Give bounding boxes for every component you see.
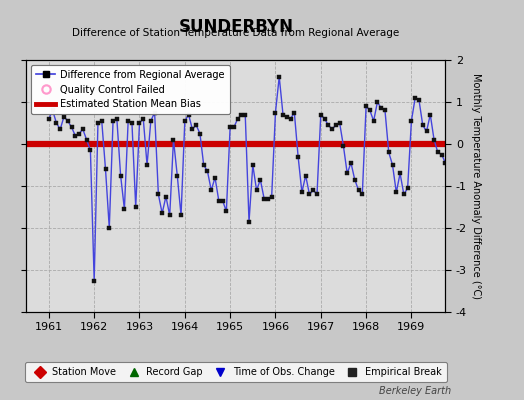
Y-axis label: Monthly Temperature Anomaly Difference (°C): Monthly Temperature Anomaly Difference (… [471,73,481,299]
Legend: Difference from Regional Average, Quality Control Failed, Estimated Station Mean: Difference from Regional Average, Qualit… [31,65,230,114]
Text: Berkeley Earth: Berkeley Earth [378,386,451,396]
Legend: Station Move, Record Gap, Time of Obs. Change, Empirical Break: Station Move, Record Gap, Time of Obs. C… [25,362,446,382]
Text: Difference of Station Temperature Data from Regional Average: Difference of Station Temperature Data f… [72,28,399,38]
Text: SUNDERBYN: SUNDERBYN [178,18,293,36]
